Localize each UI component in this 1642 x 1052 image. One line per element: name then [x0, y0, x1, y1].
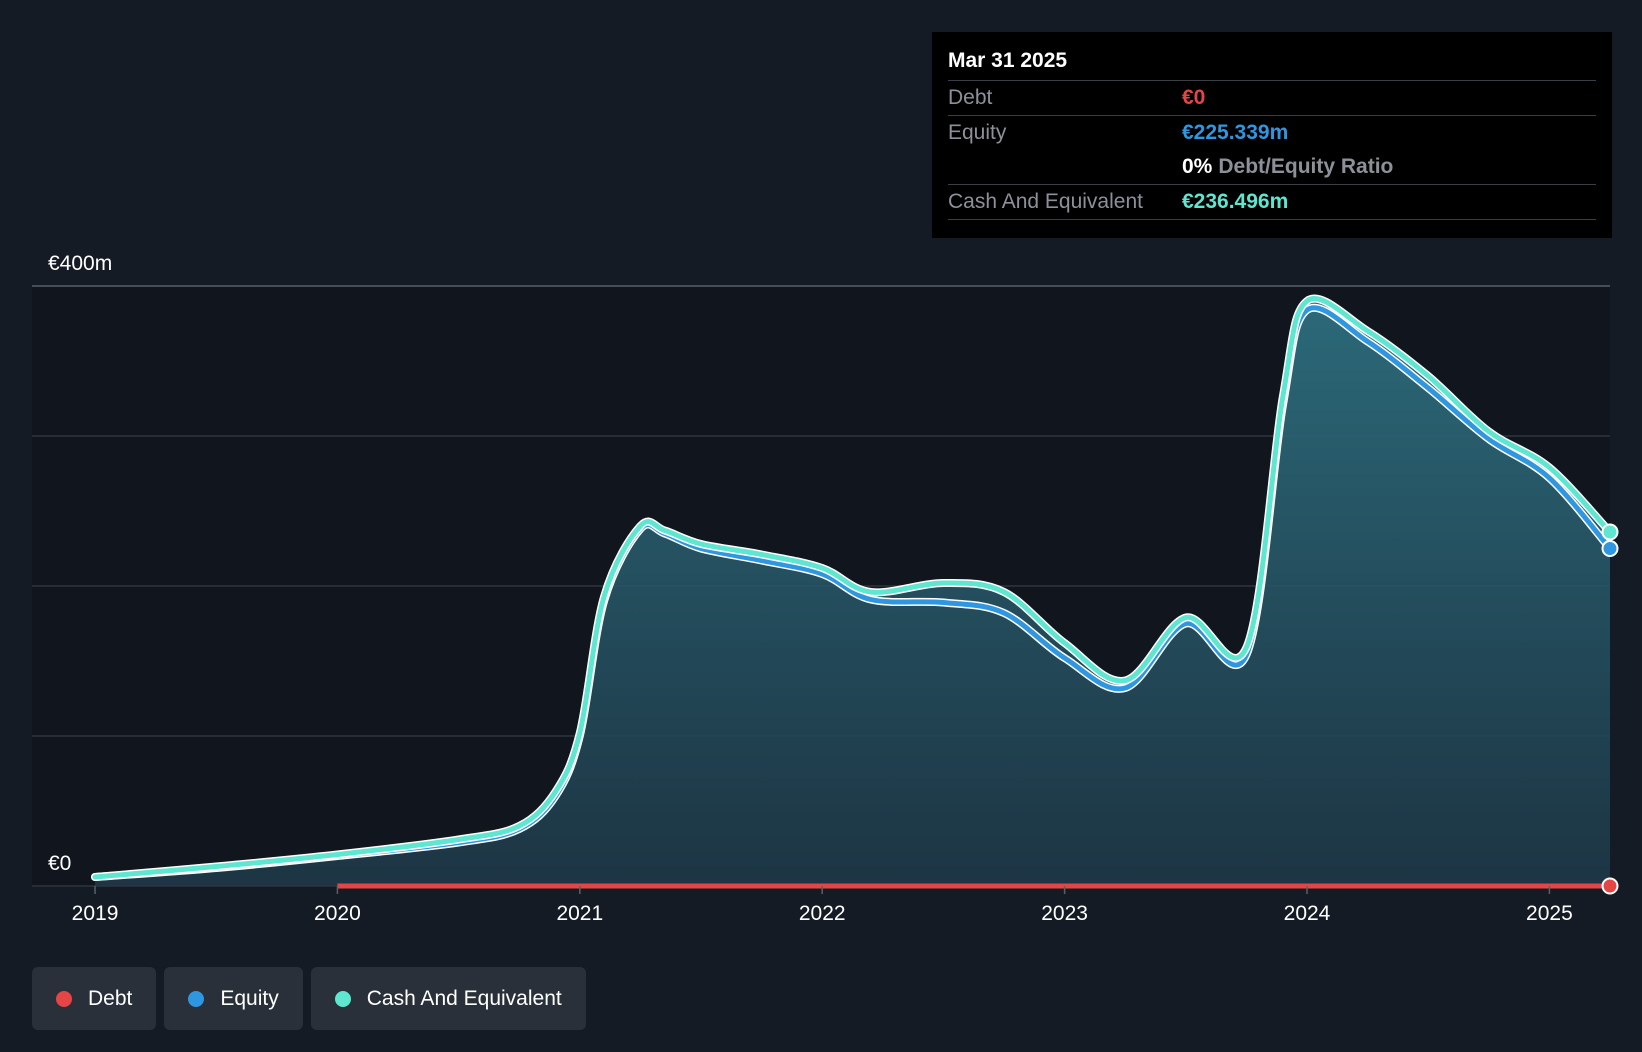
- debt-end-marker: [1601, 877, 1619, 895]
- tooltip-cash-label: Cash And Equivalent: [948, 190, 1143, 213]
- x-tick-label: 2025: [1526, 902, 1573, 925]
- end-markers: [1601, 523, 1619, 895]
- tooltip-panel: Mar 31 2025 Debt €0 Equity €225.339m 0% …: [932, 32, 1612, 238]
- legend-label-cash: Cash And Equivalent: [366, 986, 562, 1010]
- cash-dot-icon: [334, 990, 351, 1007]
- tooltip-row-equity: Equity €225.339m: [948, 115, 1596, 150]
- debt-dot-icon: [56, 990, 72, 1007]
- y-tick-label: €0: [48, 852, 71, 875]
- tooltip-ratio-label: Debt/Equity Ratio: [1218, 155, 1394, 178]
- tooltip-debt-label: Debt: [948, 86, 993, 109]
- legend-label-equity: Equity: [220, 986, 279, 1010]
- y-tick-label: €400m: [48, 252, 112, 275]
- legend-item-equity[interactable]: Equity: [164, 967, 303, 1030]
- x-tick-label: 2022: [799, 902, 846, 925]
- legend-label-debt: Debt: [88, 986, 133, 1010]
- tooltip-date: Mar 31 2025: [948, 49, 1068, 72]
- tooltip-equity-label: Equity: [948, 121, 1007, 144]
- x-tick-label: 2024: [1284, 902, 1331, 925]
- tooltip-row-cash: Cash And Equivalent €236.496m: [948, 184, 1596, 220]
- equity-end-marker: [1601, 540, 1619, 557]
- legend-item-debt[interactable]: Debt: [32, 967, 157, 1030]
- x-tick-label: 2020: [314, 902, 361, 925]
- tooltip-cash-value: €236.496m: [1182, 190, 1289, 213]
- tooltip-row-ratio: 0% Debt/Equity Ratio: [948, 150, 1596, 184]
- cash-line: [92, 296, 1613, 880]
- legend-item-cash[interactable]: Cash And Equivalent: [310, 967, 586, 1030]
- x-tick-label: 2019: [72, 902, 119, 925]
- tooltip-debt-value: €0: [1182, 86, 1206, 109]
- legend: Debt Equity Cash And Equivalent: [32, 967, 594, 1030]
- equity-dot-icon: [188, 990, 205, 1007]
- debt-equity-chart: €400m €0 2019 2020 2021 2022 2023 2024 2025: [32, 252, 1619, 925]
- x-tick-label: 2023: [1041, 902, 1088, 925]
- series-lines: [91, 294, 1614, 889]
- tooltip-equity-value: €225.339m: [1182, 121, 1289, 144]
- x-tick-label: 2021: [556, 902, 603, 925]
- axis-labels: €400m €0 2019 2020 2021 2022 2023 2024 2025: [48, 252, 1573, 925]
- cash-end-marker: [1601, 523, 1619, 541]
- tooltip-row-debt: Debt €0: [948, 80, 1596, 115]
- tooltip-ratio-value: 0%: [1182, 155, 1213, 178]
